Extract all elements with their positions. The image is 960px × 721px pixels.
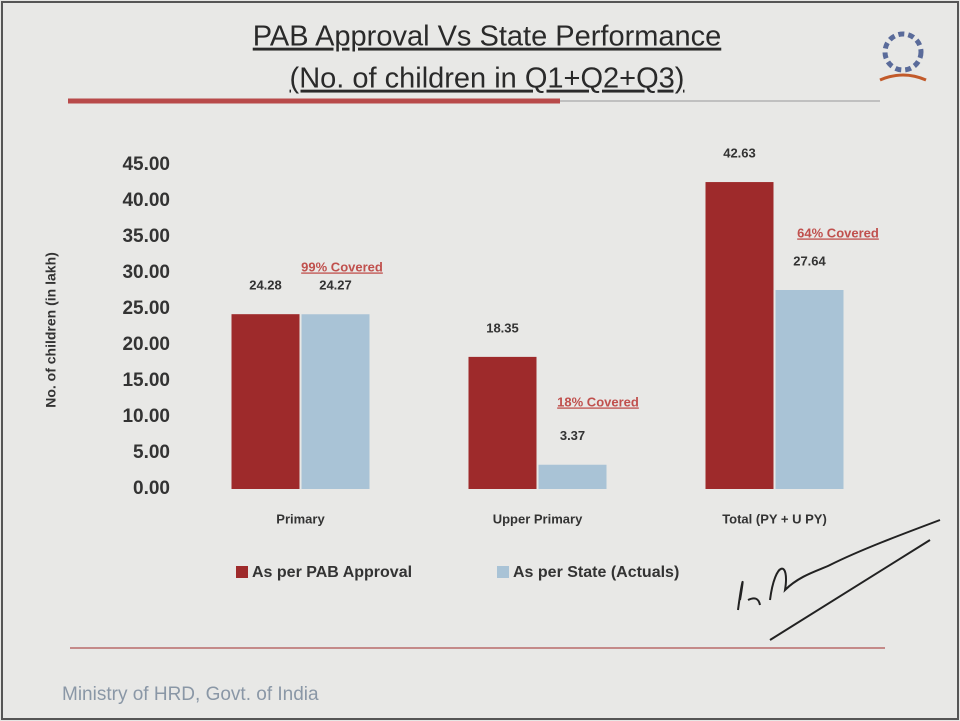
x-tick-label: Upper Primary [493,511,583,526]
signature [737,519,941,641]
legend-swatch [497,566,509,578]
y-tick-label: 5.00 [133,442,170,463]
y-tick-label: 35.00 [122,226,170,247]
bar [231,314,300,489]
title: PAB Approval Vs State Performance [253,21,722,53]
y-tick-label: 10.00 [122,406,170,427]
y-tick-label: 30.00 [122,262,170,283]
y-tick-label: 25.00 [122,298,170,319]
legend-label: As per PAB Approval [252,564,412,581]
y-tick-label: 40.00 [122,190,170,211]
value-label: 42.63 [723,146,756,161]
value-label: 18.35 [486,320,519,335]
logo [879,31,927,82]
footer: Ministry of HRD, Govt. of India [62,684,319,705]
bar [468,356,537,489]
legend-swatch [236,566,248,578]
annotation: 18% Covered [557,394,639,409]
y-tick-label: 0.00 [133,478,170,499]
annotation: 64% Covered [797,225,879,240]
value-label: 24.28 [249,278,282,293]
annotation: 99% Covered [301,259,383,274]
bar [301,314,370,489]
bar [705,182,774,489]
y-tick-label: 45.00 [122,154,170,175]
x-tick-label: Primary [276,511,325,526]
x-tick-label: Total (PY + U PY) [722,511,827,526]
value-label: 27.64 [793,253,826,268]
value-label: 24.27 [319,278,352,293]
bar [538,464,607,489]
y-tick-label: 20.00 [122,334,170,355]
bar [775,289,844,489]
y-tick-label: 15.00 [122,370,170,391]
y-axis-label: No. of children (in lakh) [43,252,59,408]
subtitle: (No. of children in Q1+Q2+Q3) [290,63,685,95]
value-label: 3.37 [560,428,585,443]
legend-label: As per State (Actuals) [513,564,679,581]
